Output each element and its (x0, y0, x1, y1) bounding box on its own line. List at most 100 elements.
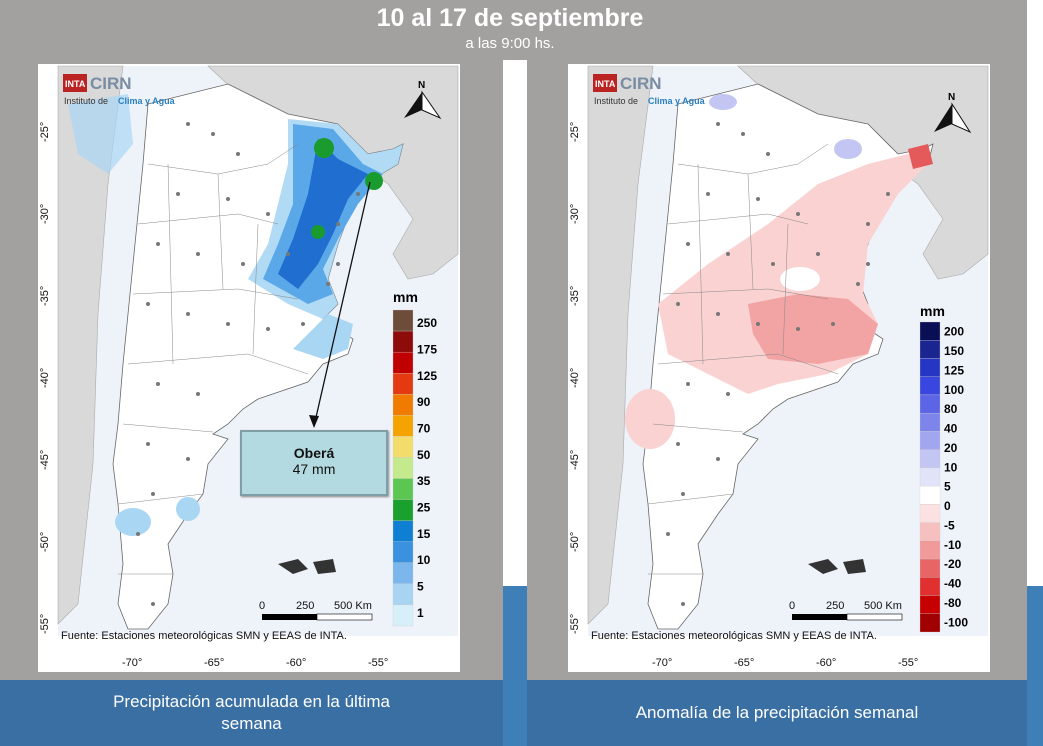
callout-name: Oberá (293, 445, 335, 461)
lat-ticks: -25° -30° -35° -40° -45° -50° -55° (39, 122, 51, 634)
legend-swatch (919, 340, 941, 359)
inta-cirn-logo: INTA CIRN Instituto de Clima y Agua (593, 74, 706, 106)
legend-swatch (392, 373, 414, 395)
legend-label: 90 (417, 395, 431, 409)
legend-swatch (919, 558, 941, 578)
anomaly-map-panel: -25° -30° -35° -40° -45° -50° -55° -70° … (568, 64, 990, 672)
anomaly-map: -25° -30° -35° -40° -45° -50° -55° -70° … (569, 65, 989, 669)
institute-name: Clima y Agua (648, 96, 706, 106)
lat-tick: -55° (39, 614, 51, 634)
lon-tick: -65° (204, 657, 224, 669)
north-arrow-icon: N (934, 92, 972, 134)
legend-label: -20 (944, 557, 962, 571)
legend-label: 5 (417, 580, 424, 594)
legend-swatch (919, 595, 941, 614)
precip-max-center (311, 225, 325, 239)
scale-tick: 0 (789, 600, 795, 612)
source-text: Fuente: Estaciones meteorológicas SMN y … (591, 630, 877, 642)
lat-tick: -35° (39, 286, 51, 306)
lat-tick: -40° (569, 368, 581, 388)
legend-swatch (392, 478, 414, 500)
anomaly-area-surplus (834, 139, 862, 159)
precip-caption: Precipitación acumulada en la última sem… (0, 680, 503, 746)
lon-ticks: -70° -65° -60° -55° (652, 657, 918, 669)
legend-swatch (919, 577, 941, 596)
lat-tick: -40° (39, 368, 51, 388)
north-arrow-icon: N (404, 80, 442, 120)
lat-tick: -45° (569, 450, 581, 470)
legend-label: 40 (944, 422, 958, 436)
page-title: 10 al 17 de septiembre (376, 4, 644, 32)
malvinas-islands (808, 559, 866, 574)
legend-swatch (392, 541, 414, 563)
lat-tick: -30° (569, 204, 581, 224)
precip-area-patagonia (115, 508, 151, 536)
scale-tick: 500 Km (334, 600, 372, 612)
scale-bar: 0 250 500 Km (259, 600, 373, 621)
callout-arrow (309, 181, 371, 428)
legend-swatch (919, 413, 941, 432)
legend-swatch (392, 604, 414, 627)
legend-swatch (919, 376, 941, 396)
institute-prefix: Instituto de (64, 96, 108, 106)
legend-unit: mm (920, 303, 945, 319)
legend-unit: mm (393, 289, 418, 305)
lon-tick: -60° (286, 657, 306, 669)
legend-label: 200 (944, 325, 964, 339)
legend-swatch (392, 436, 414, 458)
institute-prefix: Instituto de (594, 96, 638, 106)
legend-swatch (392, 457, 414, 479)
inta-logo-box (593, 74, 617, 92)
cirn-logo-text: CIRN (620, 74, 662, 93)
cirn-logo-text: CIRN (90, 74, 132, 93)
inta-cirn-logo: INTA CIRN Instituto de Clima y Agua (63, 74, 176, 106)
province-borders (647, 143, 839, 575)
separator-bottom (503, 586, 527, 746)
legend-swatch (392, 394, 414, 416)
scale-tick: 500 Km (864, 600, 902, 612)
anomaly-caption-text: Anomalía de la precipitación semanal (635, 703, 919, 722)
lon-tick: -55° (368, 657, 388, 669)
precip-area-west (68, 94, 133, 174)
province-borders (117, 143, 309, 575)
lat-tick: -35° (569, 286, 581, 306)
legend-label: 125 (417, 369, 437, 383)
lat-tick: -25° (39, 122, 51, 142)
lon-tick: -55° (898, 657, 918, 669)
north-label: N (418, 80, 425, 91)
legend-swatch (919, 449, 941, 469)
precip-max-obera (365, 172, 383, 190)
lat-tick: -30° (39, 204, 51, 224)
scale-tick: 0 (259, 600, 265, 612)
inta-logo-box (63, 74, 87, 92)
precip-max-north (314, 138, 334, 158)
anomaly-area-surplus-north (709, 94, 737, 110)
scale-bar: 0 250 500 Km (789, 600, 903, 621)
legend-label: 100 (944, 383, 964, 397)
legend-label: 1 (417, 606, 424, 620)
legend-swatch (919, 504, 941, 523)
lat-tick: -55° (569, 614, 581, 634)
legend-swatch (392, 415, 414, 437)
legend-label: 0 (944, 499, 951, 513)
precip-area-strong (278, 139, 368, 289)
anomaly-area-west (625, 389, 675, 449)
anomaly-caption: Anomalía de la precipitación semanal (527, 680, 1027, 746)
legend-swatch (392, 520, 414, 542)
legend-label: -80 (944, 596, 962, 610)
precip-map-panel: -25° -30° -35° -40° -45° -50° -55° -70° … (38, 64, 460, 672)
legend-swatch (919, 321, 941, 341)
legend-label: -5 (944, 518, 955, 532)
precip-caption-line1: Precipitación acumulada en la última (113, 692, 390, 711)
legend-label: 150 (944, 344, 964, 358)
page-subtitle: a las 9:00 hs. (465, 35, 555, 52)
source-text: Fuente: Estaciones meteorológicas SMN y … (61, 630, 347, 642)
chile-land (57, 65, 124, 625)
right-edge (1027, 0, 1043, 586)
legend-swatch (919, 431, 941, 450)
lat-tick: -45° (39, 450, 51, 470)
obera-callout: Oberá 47 mm (240, 430, 388, 496)
separator (503, 60, 527, 586)
legend-swatch (919, 522, 941, 541)
legend-swatch (392, 499, 414, 521)
